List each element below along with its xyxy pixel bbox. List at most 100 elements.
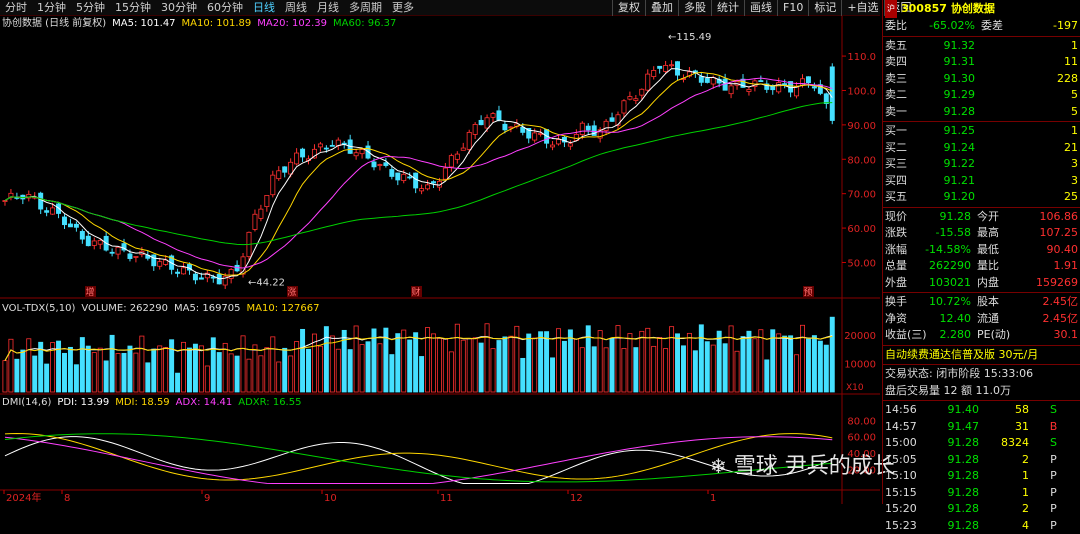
volume-bar bbox=[170, 340, 174, 392]
ma20-line bbox=[5, 78, 832, 268]
candle-body bbox=[300, 149, 304, 157]
volume-bar bbox=[491, 349, 495, 392]
candle-body bbox=[580, 123, 584, 134]
volume-bar bbox=[705, 342, 709, 392]
volume-bar bbox=[146, 363, 150, 392]
candle-body bbox=[431, 182, 435, 183]
candle-body bbox=[116, 247, 120, 254]
candle-body bbox=[259, 209, 263, 218]
volume-bar bbox=[711, 345, 715, 392]
high-annotation: ←115.49 bbox=[668, 32, 711, 43]
volume-bar bbox=[300, 329, 304, 392]
volume-bar bbox=[800, 325, 804, 392]
volume-bar bbox=[354, 326, 358, 392]
volume-bar bbox=[747, 331, 751, 392]
volume-bar bbox=[306, 349, 310, 392]
volume-bar bbox=[366, 342, 370, 392]
volume-bar bbox=[199, 346, 203, 392]
candle-body bbox=[640, 89, 644, 95]
volume-bar bbox=[62, 353, 66, 392]
volume-bar bbox=[693, 351, 697, 392]
event-mark: 涨 bbox=[287, 287, 296, 298]
volume-bar bbox=[515, 326, 519, 392]
volume-bar bbox=[74, 365, 78, 392]
candle-body bbox=[372, 162, 376, 167]
candle-body bbox=[158, 262, 162, 267]
volume-bar bbox=[420, 356, 424, 392]
promo-text[interactable]: 自动续费通达信普及版 30元/月 bbox=[883, 347, 1080, 364]
date-label: 2024年 bbox=[6, 491, 41, 504]
volume-bar bbox=[330, 336, 334, 392]
volume-bar bbox=[550, 358, 554, 392]
price-label: 100.0 bbox=[847, 86, 876, 97]
candle-body bbox=[491, 114, 495, 118]
volume-bar bbox=[652, 346, 656, 392]
candle-body bbox=[830, 67, 834, 121]
candle-body bbox=[62, 217, 66, 225]
weibi-value: -65.02% bbox=[921, 18, 975, 35]
volume-bar bbox=[812, 336, 816, 392]
candle-body bbox=[550, 145, 554, 147]
candle-body bbox=[330, 145, 334, 146]
volume-bar bbox=[80, 338, 84, 392]
kline-chart[interactable]: 110.0100.090.0080.0070.0060.0050.00←115.… bbox=[0, 0, 880, 504]
candle-body bbox=[616, 115, 620, 126]
volume-bar bbox=[408, 340, 412, 392]
volume-bar bbox=[479, 343, 483, 392]
candle-body bbox=[699, 77, 703, 83]
watermark-text: 雪球 尹兵的成长 bbox=[734, 454, 895, 479]
ma10-line bbox=[5, 72, 832, 275]
volume-bar bbox=[152, 349, 156, 392]
volume-bar bbox=[741, 337, 745, 392]
volume-bar bbox=[586, 326, 590, 392]
volume-bar bbox=[318, 346, 322, 392]
volume-bar bbox=[568, 330, 572, 392]
volume-bar bbox=[3, 361, 7, 392]
candle-body bbox=[265, 195, 269, 206]
price-label: 110.0 bbox=[847, 52, 876, 63]
volume-bar bbox=[634, 348, 638, 392]
ma60-line bbox=[5, 103, 832, 245]
volume-bar bbox=[164, 347, 168, 392]
volume-bar bbox=[753, 339, 757, 392]
volume-bar bbox=[675, 334, 679, 392]
date-label: 11 bbox=[440, 493, 453, 504]
candle-body bbox=[283, 167, 287, 172]
candle-body bbox=[86, 236, 90, 245]
candle-body bbox=[610, 118, 614, 122]
volume-bar bbox=[158, 346, 162, 392]
candle-body bbox=[473, 124, 477, 134]
candle-body bbox=[503, 124, 507, 130]
candle-body bbox=[408, 177, 412, 178]
volume-bar bbox=[15, 359, 19, 392]
candle-body bbox=[414, 173, 418, 188]
volume-bar bbox=[598, 331, 602, 392]
volume-bar bbox=[437, 338, 441, 392]
candle-body bbox=[199, 278, 203, 279]
volume-bar bbox=[717, 331, 721, 392]
candle-body bbox=[824, 94, 828, 104]
candle-body bbox=[485, 118, 489, 128]
candle-body bbox=[729, 86, 733, 94]
volume-bar bbox=[271, 337, 275, 392]
volume-bar bbox=[616, 326, 620, 392]
volume-bar bbox=[449, 352, 453, 392]
volume-bar bbox=[223, 343, 227, 392]
volume-bar bbox=[390, 355, 394, 392]
candle-body bbox=[396, 173, 400, 180]
low-annotation: ←44.22 bbox=[248, 277, 285, 288]
volume-bar bbox=[455, 324, 459, 392]
volume-bar bbox=[45, 364, 49, 392]
